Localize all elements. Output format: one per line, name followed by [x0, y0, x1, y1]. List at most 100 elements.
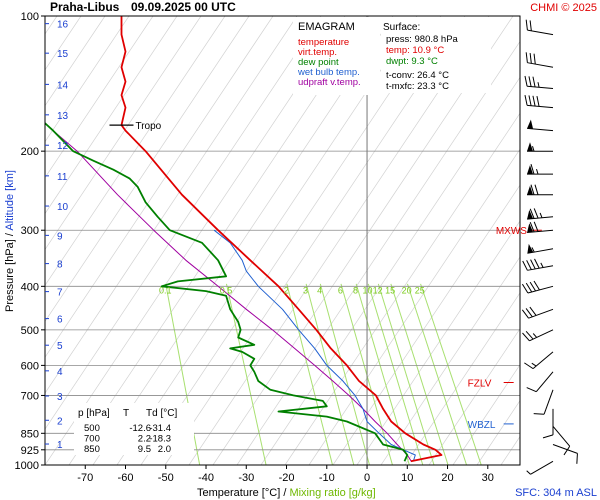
temperature-tick-label: -20	[279, 472, 295, 484]
wind-barb	[522, 329, 554, 342]
mixing-ratio-line	[225, 283, 267, 465]
udpraft-v-temp-line	[52, 130, 412, 462]
surface-line: dwpt: 9.3 °C	[386, 56, 438, 67]
wind-barb-half-feather	[537, 82, 540, 88]
mixing-ratio-label: 0.5	[220, 285, 233, 295]
wind-barb-shaft	[527, 104, 554, 109]
table-cell: 500	[84, 423, 100, 434]
background-guide-line	[45, 16, 178, 215]
pressure-tick-label: 300	[21, 225, 39, 237]
background-guide-line	[549, 16, 600, 465]
wind-barb	[527, 163, 553, 175]
table-cell: 2.0	[158, 444, 171, 455]
wind-barb-pennant	[527, 119, 534, 129]
marker-mxws-label: MXWS	[496, 226, 527, 237]
station-name: Praha-Libus	[50, 0, 120, 14]
dew-point-line	[45, 121, 409, 462]
wind-barb-feather	[525, 52, 528, 63]
altitude-tick-label: 6	[57, 315, 63, 326]
wind-barb-feather	[529, 52, 532, 64]
wind-barb-half-feather	[526, 470, 531, 475]
background-guide-line	[260, 76, 520, 465]
background-guide-line	[452, 364, 520, 465]
wind-barb	[527, 208, 554, 220]
altitude-tick-label: 2	[57, 416, 63, 427]
background-guide-line	[45, 16, 322, 430]
mixing-ratio-label: 20	[402, 285, 412, 295]
altitude-tick-label: 15	[57, 49, 69, 60]
wind-barb-feather	[533, 208, 539, 219]
mixing-ratio-label: 2	[284, 285, 289, 295]
mixing-ratio-line	[406, 283, 468, 465]
mixing-ratio-label: 10	[363, 285, 373, 295]
table-header: T	[123, 408, 129, 419]
wind-barb-pennant	[527, 223, 534, 233]
mixing-ratio-label: 0.1	[159, 285, 172, 295]
legend-item-label: wet bulb temp.	[297, 67, 360, 78]
table-cell: 2.2	[138, 434, 151, 445]
background-guide-line	[525, 16, 600, 465]
wind-barb-feather	[529, 306, 537, 316]
table-cell: -12.6	[129, 423, 151, 434]
mixing-ratio-line	[319, 283, 370, 465]
surface-line: press: 980.8 hPa	[386, 34, 459, 45]
background-guide-line	[380, 256, 520, 465]
pressure-tick-label: 850	[21, 428, 39, 440]
wind-barb	[542, 408, 554, 439]
marker-wbzl-label: WBZL	[468, 420, 496, 431]
background-guide-line	[45, 16, 106, 107]
wind-barb-feather	[525, 308, 533, 318]
wind-barb-shaft	[552, 444, 578, 454]
table-header: p [hPa]	[78, 408, 110, 419]
wind-barb-feather	[528, 95, 532, 106]
wind-barb	[527, 221, 554, 233]
altitude-tick-label: 12	[57, 141, 69, 152]
pressure-tick-label: 100	[21, 11, 39, 23]
mixing-ratio-line	[420, 283, 482, 465]
mixing-ratio-label: 6	[338, 285, 343, 295]
mixing-ratio-label: 8	[353, 285, 358, 295]
wind-barb-feather	[525, 330, 534, 340]
wind-barb-feather	[530, 163, 535, 175]
wind-barb-feather	[525, 282, 533, 293]
wind-barb-half-feather	[536, 168, 539, 175]
wind-barb-feather	[524, 362, 534, 370]
altitude-tick-label: 5	[57, 341, 63, 352]
mixing-ratio-label: 3	[303, 285, 308, 295]
table-cell: 850	[84, 444, 100, 455]
wind-barb-feather	[530, 259, 536, 270]
mixing-ratio-line	[355, 283, 410, 465]
wind-barb-shaft	[527, 29, 554, 36]
wind-barb-shaft	[530, 460, 554, 475]
table-cell: 700	[84, 434, 100, 445]
altitude-tick-label: 3	[57, 392, 63, 403]
background-guide-line	[45, 16, 274, 358]
altitude-tick-label: 9	[57, 231, 63, 242]
wind-barb-half-feather	[532, 333, 538, 338]
background-guide-line	[45, 16, 250, 322]
mixing-ratio-label: 15	[385, 285, 395, 295]
altitude-tick-label: 4	[57, 367, 63, 378]
pressure-tick-label: 600	[21, 360, 39, 372]
altitude-tick-label: 10	[57, 202, 69, 213]
wind-barb-shaft	[529, 329, 554, 342]
wind-barb-feather	[542, 434, 554, 439]
wind-barb	[527, 119, 554, 132]
wind-barb	[525, 19, 554, 36]
wind-barb-feather	[529, 208, 535, 219]
wind-barb-shaft	[535, 371, 554, 393]
wind-barb-feather	[526, 387, 537, 393]
wind-barb	[524, 95, 554, 109]
pressure-tick-label: 1000	[15, 460, 39, 472]
wind-barb-feather	[530, 184, 535, 195]
wind-barb-pennant	[527, 165, 533, 175]
levels-table: p [hPa] T Td [°C] 500 -12.6-31.4 700 2.2-18.3 8…	[74, 403, 194, 455]
wind-barb-feather	[525, 19, 528, 31]
background-guide-line	[45, 16, 226, 287]
altitude-tick-label: 1	[57, 440, 63, 451]
y-axis-label: Pressure [hPa] / Altitude [km]	[4, 170, 16, 312]
wind-barb-feather	[532, 76, 536, 88]
surface-elevation: SFC: 304 m ASL	[515, 487, 597, 499]
wind-barb	[527, 243, 554, 254]
wind-barb-feather	[521, 283, 529, 294]
